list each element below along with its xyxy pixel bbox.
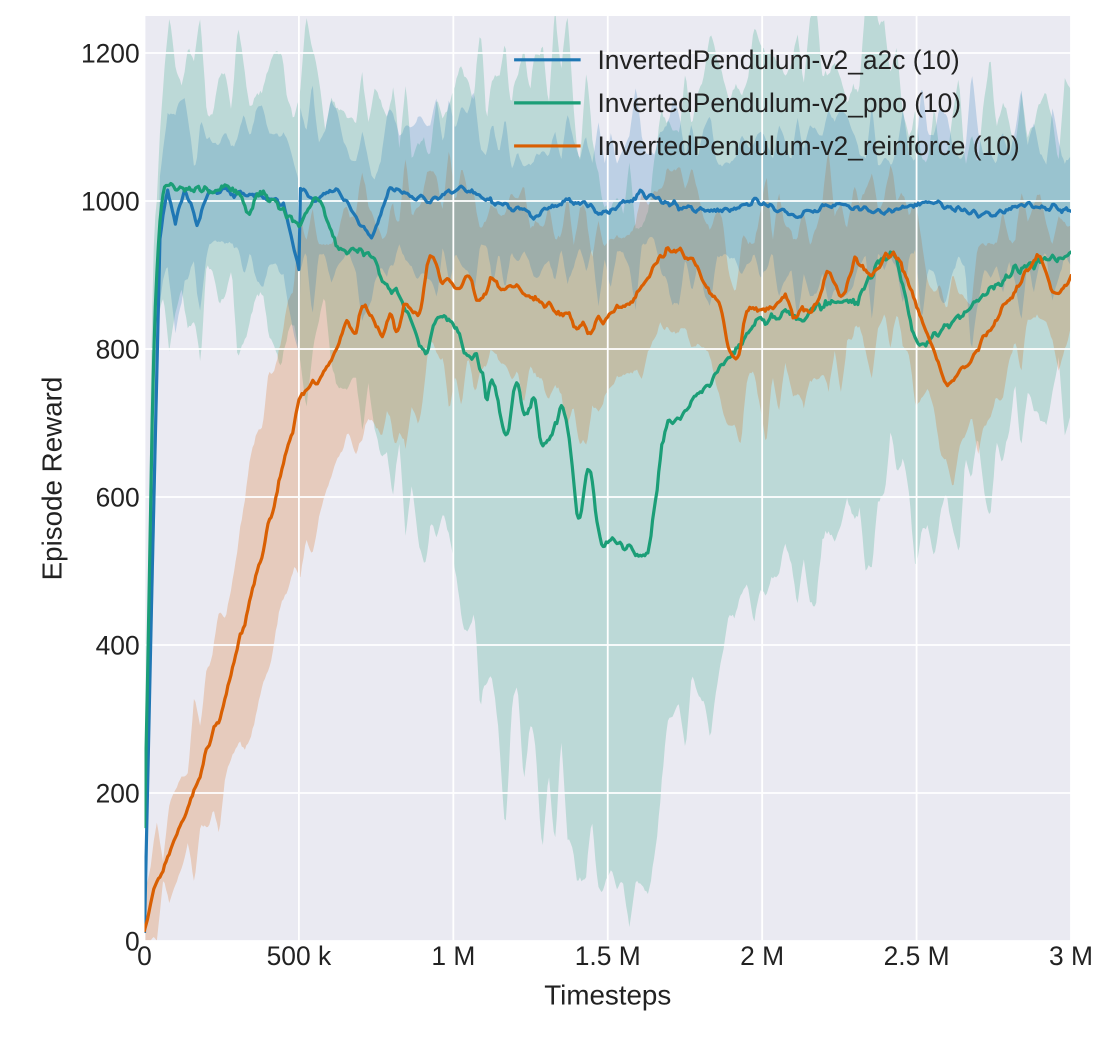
svg-text:2 M: 2 M	[740, 941, 784, 971]
svg-text:500 k: 500 k	[267, 941, 332, 971]
svg-text:Episode Reward: Episode Reward	[36, 377, 67, 581]
svg-text:0: 0	[125, 927, 140, 957]
svg-text:1 M: 1 M	[431, 941, 475, 971]
svg-text:200: 200	[96, 779, 140, 809]
svg-text:1000: 1000	[81, 187, 140, 217]
svg-text:1200: 1200	[81, 39, 140, 69]
svg-text:InvertedPendulum-v2_ppo (10): InvertedPendulum-v2_ppo (10)	[597, 88, 961, 118]
svg-text:600: 600	[96, 483, 140, 513]
svg-text:1.5 M: 1.5 M	[575, 941, 641, 971]
svg-text:2.5 M: 2.5 M	[884, 941, 950, 971]
svg-text:800: 800	[96, 335, 140, 365]
svg-text:3 M: 3 M	[1049, 941, 1093, 971]
svg-text:InvertedPendulum-v2_reinforce: InvertedPendulum-v2_reinforce (10)	[597, 131, 1019, 161]
svg-text:Timesteps: Timesteps	[544, 979, 671, 1010]
svg-text:400: 400	[96, 631, 140, 661]
svg-text:InvertedPendulum-v2_a2c (10): InvertedPendulum-v2_a2c (10)	[597, 45, 959, 75]
